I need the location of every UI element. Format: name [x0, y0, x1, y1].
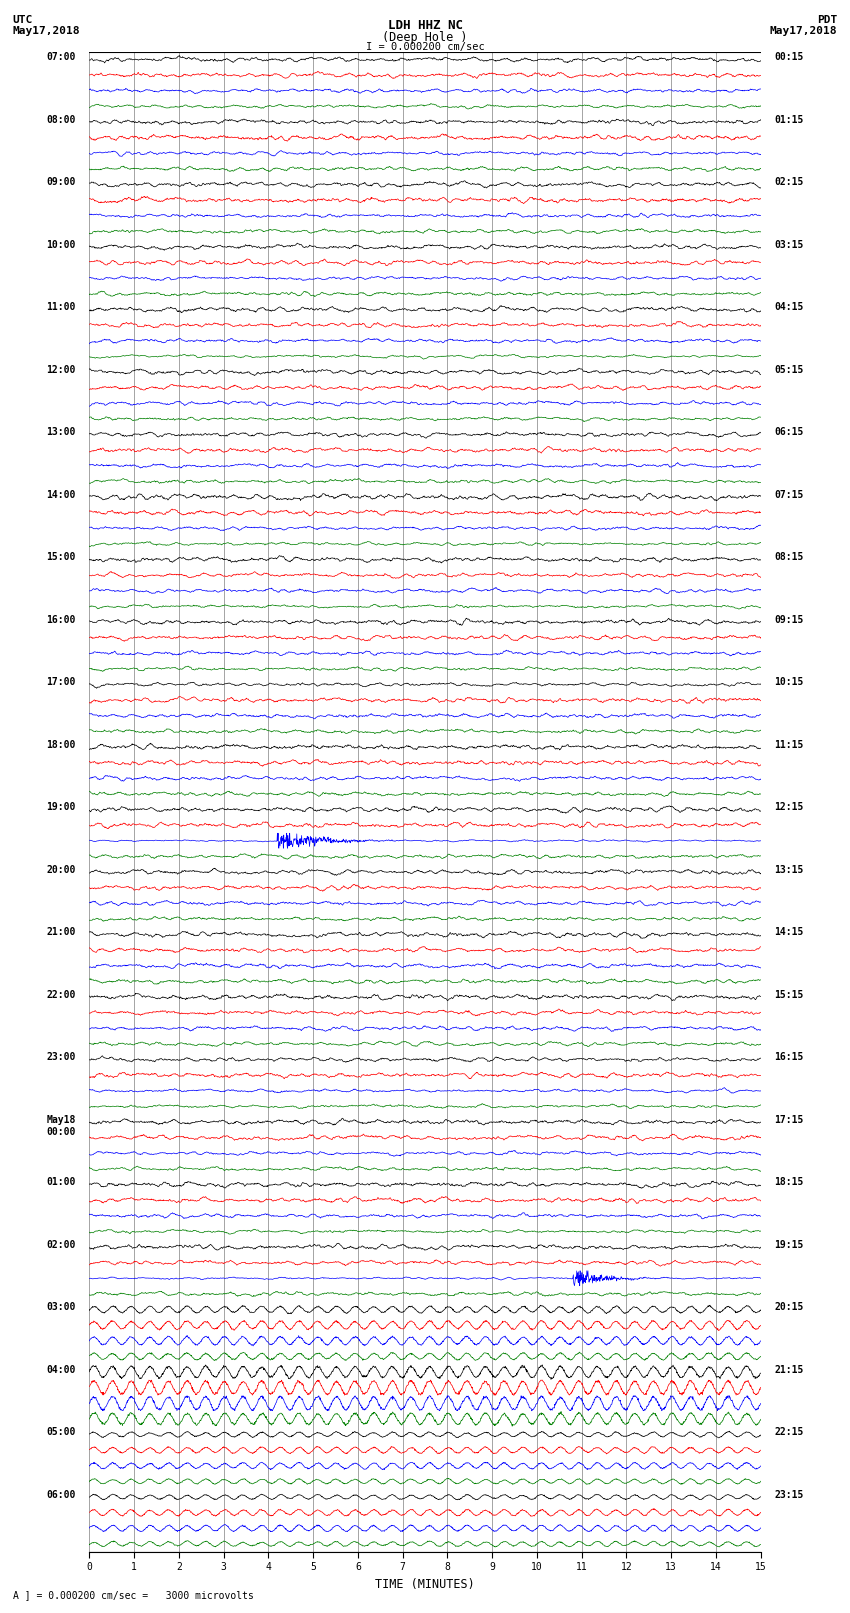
- Text: 17:00: 17:00: [47, 677, 76, 687]
- Text: 13:00: 13:00: [47, 427, 76, 437]
- Text: 23:00: 23:00: [47, 1052, 76, 1063]
- Text: 07:15: 07:15: [774, 490, 803, 500]
- Text: May17,2018: May17,2018: [13, 26, 80, 35]
- X-axis label: TIME (MINUTES): TIME (MINUTES): [375, 1578, 475, 1590]
- Text: 20:15: 20:15: [774, 1302, 803, 1313]
- Text: PDT: PDT: [817, 15, 837, 24]
- Text: 01:15: 01:15: [774, 115, 803, 124]
- Text: 13:15: 13:15: [774, 865, 803, 874]
- Text: 07:00: 07:00: [47, 52, 76, 63]
- Text: 11:15: 11:15: [774, 740, 803, 750]
- Text: 21:00: 21:00: [47, 927, 76, 937]
- Text: 02:15: 02:15: [774, 177, 803, 187]
- Text: 12:00: 12:00: [47, 365, 76, 374]
- Text: 09:00: 09:00: [47, 177, 76, 187]
- Text: (Deep Hole ): (Deep Hole ): [382, 31, 468, 44]
- Text: 15:15: 15:15: [774, 990, 803, 1000]
- Text: 23:15: 23:15: [774, 1490, 803, 1500]
- Text: 09:15: 09:15: [774, 615, 803, 624]
- Text: May18
00:00: May18 00:00: [47, 1115, 76, 1137]
- Text: 03:00: 03:00: [47, 1302, 76, 1313]
- Text: 05:00: 05:00: [47, 1428, 76, 1437]
- Text: 04:00: 04:00: [47, 1365, 76, 1374]
- Text: 22:15: 22:15: [774, 1428, 803, 1437]
- Text: 16:15: 16:15: [774, 1052, 803, 1063]
- Text: UTC: UTC: [13, 15, 33, 24]
- Text: LDH HHZ NC: LDH HHZ NC: [388, 19, 462, 32]
- Text: 06:15: 06:15: [774, 427, 803, 437]
- Text: 08:00: 08:00: [47, 115, 76, 124]
- Text: I = 0.000200 cm/sec: I = 0.000200 cm/sec: [366, 42, 484, 52]
- Text: 12:15: 12:15: [774, 802, 803, 813]
- Text: 16:00: 16:00: [47, 615, 76, 624]
- Text: A ] = 0.000200 cm/sec =   3000 microvolts: A ] = 0.000200 cm/sec = 3000 microvolts: [13, 1590, 253, 1600]
- Text: 10:15: 10:15: [774, 677, 803, 687]
- Text: 08:15: 08:15: [774, 552, 803, 563]
- Text: 22:00: 22:00: [47, 990, 76, 1000]
- Text: 04:15: 04:15: [774, 302, 803, 313]
- Text: 15:00: 15:00: [47, 552, 76, 563]
- Text: 19:00: 19:00: [47, 802, 76, 813]
- Text: 18:15: 18:15: [774, 1177, 803, 1187]
- Text: 02:00: 02:00: [47, 1240, 76, 1250]
- Text: 03:15: 03:15: [774, 240, 803, 250]
- Text: 00:15: 00:15: [774, 52, 803, 63]
- Text: 11:00: 11:00: [47, 302, 76, 313]
- Text: 19:15: 19:15: [774, 1240, 803, 1250]
- Text: 01:00: 01:00: [47, 1177, 76, 1187]
- Text: 10:00: 10:00: [47, 240, 76, 250]
- Text: 06:00: 06:00: [47, 1490, 76, 1500]
- Text: 05:15: 05:15: [774, 365, 803, 374]
- Text: May17,2018: May17,2018: [770, 26, 837, 35]
- Text: 21:15: 21:15: [774, 1365, 803, 1374]
- Text: 18:00: 18:00: [47, 740, 76, 750]
- Text: 20:00: 20:00: [47, 865, 76, 874]
- Text: 14:00: 14:00: [47, 490, 76, 500]
- Text: 14:15: 14:15: [774, 927, 803, 937]
- Text: 17:15: 17:15: [774, 1115, 803, 1124]
